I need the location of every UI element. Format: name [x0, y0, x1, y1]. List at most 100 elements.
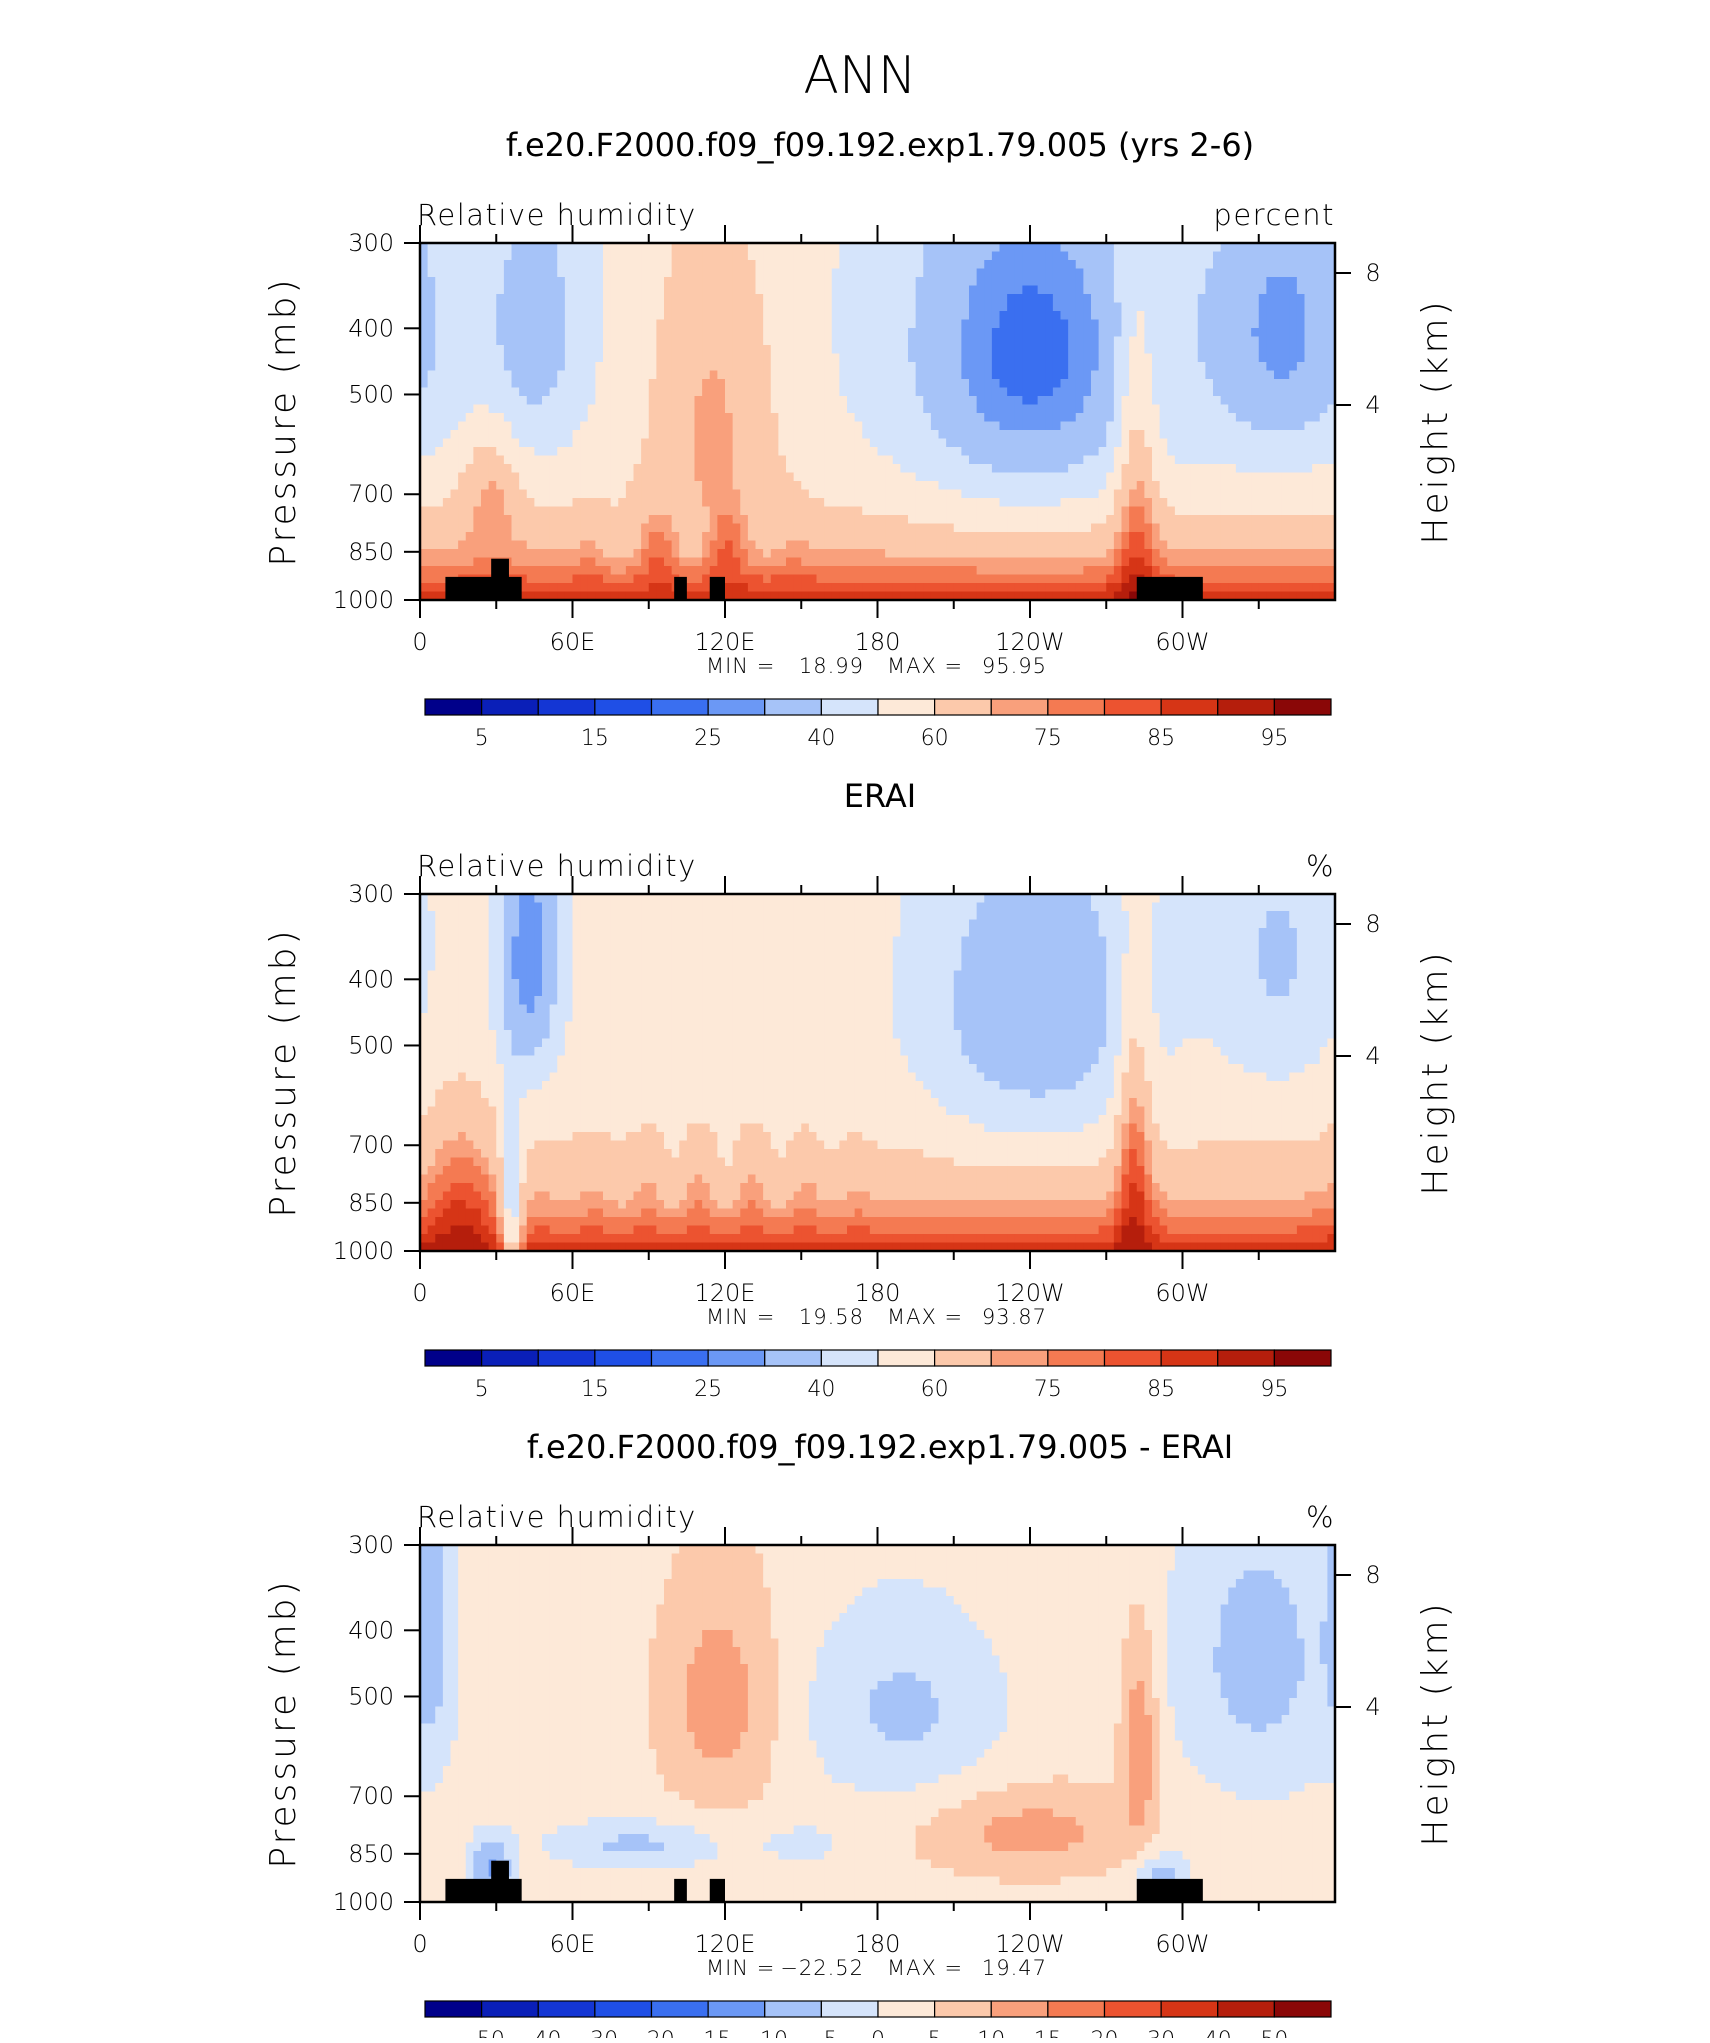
- heatmap-cell: [1266, 302, 1275, 312]
- heatmap-cell: [1327, 549, 1336, 559]
- heatmap-cell: [503, 277, 513, 287]
- heatmap-cell: [908, 243, 917, 253]
- heatmap-cell: [1228, 455, 1237, 465]
- heatmap-cell: [717, 413, 726, 423]
- heatmap-cell: [984, 277, 993, 287]
- heatmap-cell: [877, 583, 886, 593]
- heatmap-cell: [557, 268, 566, 278]
- heatmap-cell: [1182, 251, 1191, 261]
- heatmap-cell: [1014, 532, 1023, 542]
- heatmap-cell: [1007, 464, 1016, 474]
- heatmap-cell: [953, 404, 962, 414]
- heatmap-cell: [892, 464, 901, 474]
- heatmap-cell: [709, 336, 718, 346]
- heatmap-cell: [923, 455, 932, 465]
- heatmap-cell: [778, 302, 787, 312]
- heatmap-cell: [747, 243, 757, 253]
- heatmap-cell: [786, 379, 795, 389]
- heatmap-cell: [1327, 243, 1336, 253]
- heatmap-cell: [1319, 523, 1328, 533]
- heatmap-cell: [458, 379, 467, 389]
- heatmap-cell: [450, 362, 459, 372]
- heatmap-cell: [938, 328, 947, 338]
- heatmap-cell: [450, 379, 459, 389]
- heatmap-cell: [481, 481, 490, 491]
- heatmap-cell: [808, 489, 818, 499]
- heatmap-cell: [1205, 472, 1214, 482]
- heatmap-cell: [1312, 574, 1321, 584]
- heatmap-cell: [1319, 319, 1328, 329]
- heatmap-cell: [1190, 379, 1199, 389]
- heatmap-cell: [1327, 311, 1336, 321]
- heatmap-cell: [686, 362, 696, 372]
- heatmap-cell: [1068, 362, 1077, 372]
- heatmap-cell: [702, 421, 711, 431]
- heatmap-cell: [755, 294, 764, 304]
- heatmap-cell: [1304, 532, 1313, 542]
- heatmap-cell: [999, 523, 1008, 533]
- heatmap-cell: [1304, 396, 1313, 406]
- heatmap-cell: [1327, 379, 1336, 389]
- heatmap-cell: [557, 523, 566, 533]
- heatmap-cell: [808, 557, 818, 567]
- heatmap-cell: [778, 404, 787, 414]
- heatmap-cell: [892, 345, 901, 355]
- heatmap-cell: [610, 540, 619, 550]
- heatmap-cell: [603, 515, 612, 525]
- heatmap-cell: [839, 387, 848, 397]
- heatmap-cell: [1258, 319, 1267, 329]
- heatmap-cell: [503, 251, 513, 261]
- heatmap-cell: [778, 243, 787, 253]
- heatmap-cell: [1251, 277, 1260, 287]
- heatmap-cell: [1243, 319, 1252, 329]
- heatmap-cell: [481, 404, 490, 414]
- heatmap-cell: [1213, 549, 1222, 559]
- heatmap-cell: [641, 328, 650, 338]
- heatmap-cell: [747, 532, 757, 542]
- heatmap-cell: [1266, 472, 1275, 482]
- heatmap-cell: [1220, 404, 1229, 414]
- heatmap-cell: [847, 319, 856, 329]
- heatmap-cell: [908, 421, 917, 431]
- heatmap-cell: [1083, 566, 1092, 576]
- heatmap-cell: [1098, 285, 1107, 295]
- heatmap-cell: [930, 413, 940, 423]
- heatmap-cell: [496, 421, 505, 431]
- heatmap-cell: [969, 421, 978, 431]
- heatmap-cell: [526, 438, 535, 448]
- heatmap-cell: [824, 251, 833, 261]
- heatmap-cell: [671, 438, 680, 448]
- heatmap-cell: [969, 268, 978, 278]
- heatmap-cell: [854, 549, 863, 559]
- heatmap-cell: [442, 311, 452, 321]
- heatmap-cell: [1030, 583, 1039, 593]
- heatmap-cell: [595, 481, 604, 491]
- heatmap-cell: [732, 413, 741, 423]
- heatmap-cell: [557, 591, 566, 601]
- heatmap-cell: [801, 591, 810, 601]
- heatmap-cell: [717, 515, 726, 525]
- heatmap-cell: [686, 285, 696, 295]
- heatmap-cell: [763, 243, 772, 253]
- heatmap-cell: [755, 243, 764, 253]
- heatmap-cell: [420, 370, 429, 380]
- heatmap-cell: [1289, 506, 1298, 516]
- heatmap-cell: [984, 464, 993, 474]
- heatmap-cell: [1136, 540, 1145, 550]
- heatmap-cell: [1243, 251, 1252, 261]
- heatmap-cell: [442, 566, 452, 576]
- heatmap-cell: [801, 302, 810, 312]
- heatmap-cell: [1144, 362, 1153, 372]
- heatmap-cell: [435, 523, 444, 533]
- heatmap-cell: [877, 591, 886, 601]
- heatmap-cell: [740, 583, 749, 593]
- heatmap-cell: [1213, 515, 1222, 525]
- heatmap-cell: [831, 489, 840, 499]
- heatmap-cell: [908, 532, 917, 542]
- heatmap-cell: [1319, 489, 1328, 499]
- heatmap-cell: [526, 574, 535, 584]
- heatmap-cell: [458, 277, 467, 287]
- heatmap-cell: [1174, 523, 1184, 533]
- heatmap-cell: [1167, 566, 1176, 576]
- heatmap-cell: [580, 260, 589, 270]
